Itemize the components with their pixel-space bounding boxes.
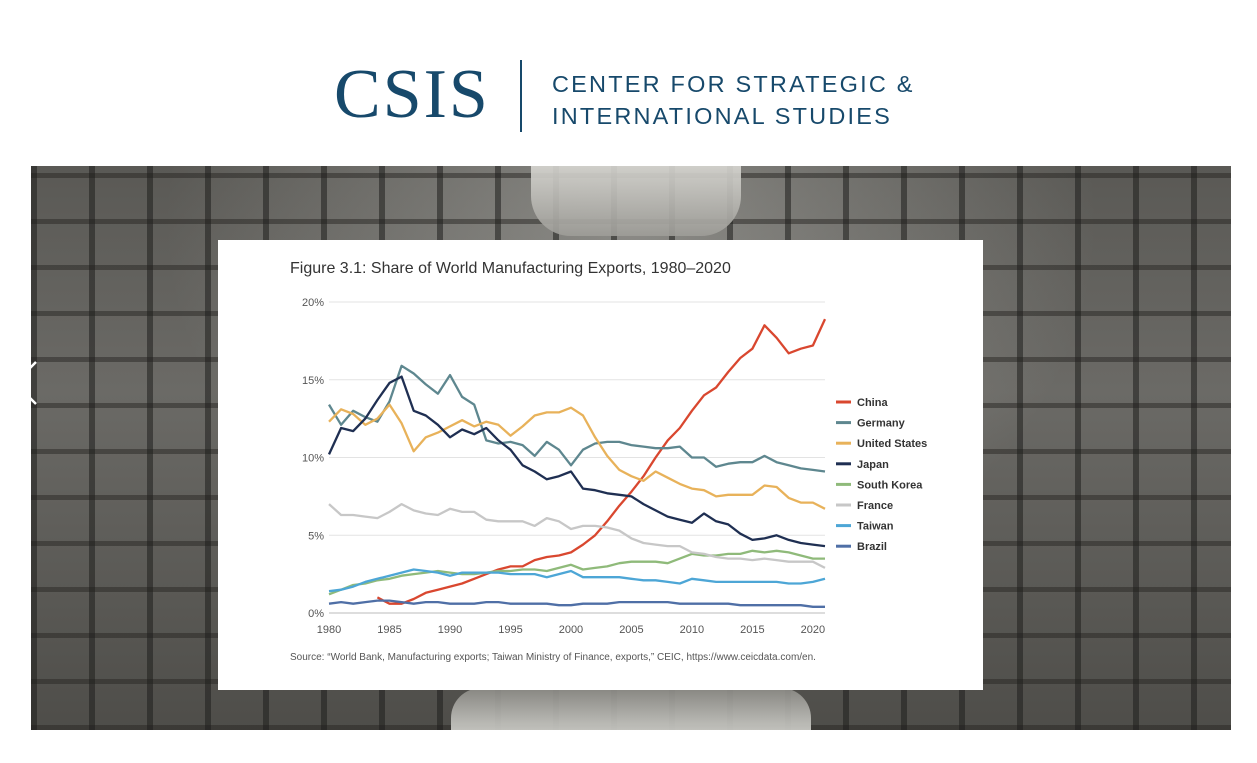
x-tick-label: 1985	[377, 624, 401, 636]
legend-label: Brazil	[857, 541, 887, 553]
chevron-left-icon	[13, 361, 37, 405]
legend-label: France	[857, 500, 893, 512]
series-line-south-korea	[328, 549, 825, 596]
logo-divider	[520, 60, 522, 132]
x-tick-label: 1990	[438, 624, 462, 636]
chart-source: Source: “World Bank, Manufacturing expor…	[290, 652, 816, 663]
legend-label: Germany	[857, 418, 906, 430]
chart-title: Figure 3.1: Share of World Manufacturing…	[290, 260, 731, 277]
x-tick-label: 2015	[740, 624, 764, 636]
y-tick-label: 0%	[308, 608, 324, 620]
legend-label: Taiwan	[857, 521, 894, 533]
x-tick-label: 2020	[801, 624, 825, 636]
x-tick-label: 2000	[559, 624, 583, 636]
series-line-germany	[328, 364, 826, 473]
series-line-france	[328, 502, 826, 569]
x-tick-label: 2010	[680, 624, 704, 636]
line-chart: 0% 5% 10% 15% 20% 1980 1985 1990 1995 2000 2005 201…	[302, 297, 927, 636]
csis-logo-fullname[interactable]: CENTER FOR STRATEGIC & INTERNATIONAL STU…	[552, 68, 915, 132]
x-tick-label: 1980	[317, 624, 341, 636]
legend-label: South Korea	[857, 479, 923, 491]
chart-card: Figure 3.1: Share of World Manufacturing…	[218, 240, 983, 690]
series-line-china	[376, 318, 827, 605]
y-tick-label: 5%	[308, 530, 324, 542]
legend-label: China	[857, 397, 888, 409]
csis-logo-wordmark[interactable]: CSIS	[334, 56, 490, 133]
x-tick-label: 2005	[619, 624, 643, 636]
x-tick-label: 1995	[498, 624, 522, 636]
legend-label: United States	[857, 438, 927, 450]
y-tick-label: 15%	[302, 375, 324, 387]
legend-label: Japan	[857, 459, 889, 471]
series-line-taiwan	[328, 568, 826, 593]
hero-car-top	[531, 166, 741, 236]
carousel-prev-button[interactable]	[10, 358, 40, 408]
y-tick-label: 10%	[302, 453, 324, 465]
hero-car-bottom	[451, 688, 811, 730]
logo-line-2: INTERNATIONAL STUDIES	[552, 103, 892, 129]
logo-line-1: CENTER FOR STRATEGIC &	[552, 71, 915, 97]
series-line-united-states	[328, 403, 826, 510]
y-tick-label: 20%	[302, 297, 324, 309]
series-line-brazil	[328, 599, 825, 608]
series-line-japan	[327, 375, 826, 548]
